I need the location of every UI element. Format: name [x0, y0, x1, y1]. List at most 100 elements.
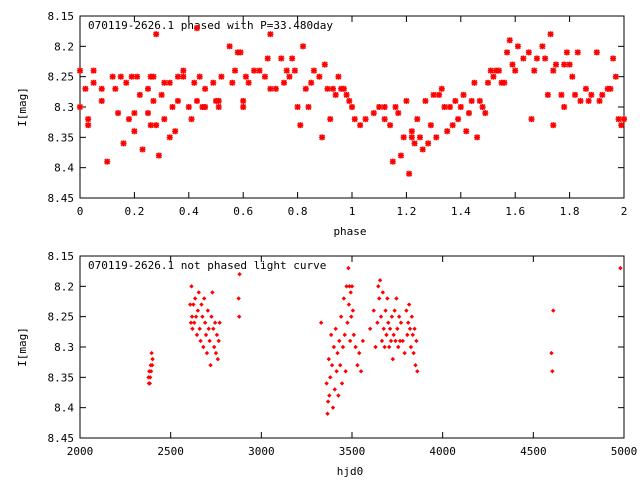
y-axis-title: I[mag]: [16, 87, 29, 127]
y-axis: 8.15 8.2 8.25 8.3 8.35 8.4 8.45: [48, 10, 624, 205]
data-point: [150, 97, 157, 104]
data-point-stroke: [596, 97, 603, 104]
data-point: [117, 73, 124, 80]
data-point: [161, 79, 168, 86]
data-point: [588, 91, 595, 98]
data-point: [329, 85, 336, 92]
data-point-stroke: [544, 91, 551, 98]
data-point: [272, 85, 279, 92]
data-point: [348, 290, 353, 295]
data-point: [452, 97, 459, 104]
x-tick-label: 0: [77, 205, 84, 218]
data-point: [189, 314, 195, 319]
x-tick-label: 0.6: [233, 205, 253, 218]
data-point: [569, 73, 576, 80]
data-point: [353, 344, 358, 350]
data-point: [574, 49, 581, 56]
data-point: [395, 326, 400, 331]
data-point: [193, 25, 200, 32]
data-point: [406, 320, 411, 325]
x-tick-label: 3500: [339, 445, 366, 458]
data-point-stroke: [109, 73, 116, 80]
data-point: [261, 73, 268, 80]
data-point-stroke: [479, 104, 486, 110]
data-point: [237, 49, 244, 56]
data-point-stroke: [85, 122, 92, 129]
y-tick-label: 8.35: [48, 131, 75, 144]
data-point: [387, 122, 394, 129]
data-point: [346, 97, 353, 104]
data-point-stroke: [82, 85, 89, 92]
data-point: [544, 91, 551, 98]
data-point: [335, 73, 342, 80]
data-point-stroke: [286, 73, 293, 80]
data-point-stroke: [460, 91, 467, 98]
data-point: [531, 67, 538, 74]
data-point: [128, 73, 135, 80]
data-point-stroke: [408, 134, 415, 141]
data-point-stroke: [485, 79, 491, 86]
data-point: [397, 152, 404, 159]
data-point: [333, 326, 338, 331]
data-point: [406, 302, 412, 307]
data-point: [349, 284, 355, 289]
data-point: [388, 338, 394, 344]
data-point: [324, 381, 329, 386]
data-point: [318, 320, 324, 325]
data-point-stroke: [588, 91, 595, 98]
data-point-stroke: [104, 158, 111, 165]
data-point-stroke: [324, 85, 331, 92]
data-point: [596, 97, 603, 104]
data-point: [149, 363, 155, 368]
data-point: [405, 332, 410, 338]
data-point: [376, 104, 383, 110]
data-point: [302, 85, 309, 92]
data-point-stroke: [501, 79, 508, 86]
data-point: [325, 399, 331, 404]
data-point: [343, 91, 350, 98]
data-point: [384, 332, 389, 338]
data-point: [310, 67, 317, 74]
data-point: [104, 158, 111, 165]
data-point-stroke: [261, 73, 268, 80]
data-point-stroke: [417, 134, 423, 141]
data-point-stroke: [506, 37, 513, 44]
data-point: [457, 104, 464, 110]
data-point: [585, 97, 592, 104]
data-point-stroke: [229, 79, 236, 86]
data-point-stroke: [528, 116, 535, 123]
y-tick-label: 8.15: [48, 10, 75, 23]
data-point: [358, 369, 364, 374]
data-point-stroke: [145, 85, 151, 92]
data-point-stroke: [599, 91, 606, 98]
data-point: [193, 314, 199, 319]
data-point: [551, 308, 556, 313]
data-point: [422, 97, 429, 104]
data-point: [407, 326, 413, 331]
data-point: [281, 79, 287, 86]
x-tick-label: 0.4: [179, 205, 199, 218]
data-point: [381, 116, 388, 123]
data-point: [214, 332, 220, 338]
data-point: [90, 79, 97, 86]
data-point-stroke: [621, 116, 627, 123]
data-point: [381, 326, 386, 331]
data-point: [344, 284, 349, 289]
data-point: [425, 140, 432, 147]
data-point: [196, 73, 203, 80]
data-point: [350, 308, 356, 313]
data-point: [195, 308, 201, 313]
data-point-stroke: [376, 104, 383, 110]
x-tick-label: 1.6: [505, 205, 525, 218]
data-point: [621, 116, 627, 123]
x-tick-label: 2500: [157, 445, 184, 458]
data-point: [572, 91, 579, 98]
data-point: [193, 97, 200, 104]
data-point: [389, 314, 395, 319]
data-point-stroke: [465, 110, 472, 117]
x-axis-title: phase: [333, 225, 366, 238]
data-point: [205, 308, 211, 313]
data-point-stroke: [161, 79, 168, 86]
data-point: [192, 296, 198, 301]
data-point: [520, 55, 527, 62]
